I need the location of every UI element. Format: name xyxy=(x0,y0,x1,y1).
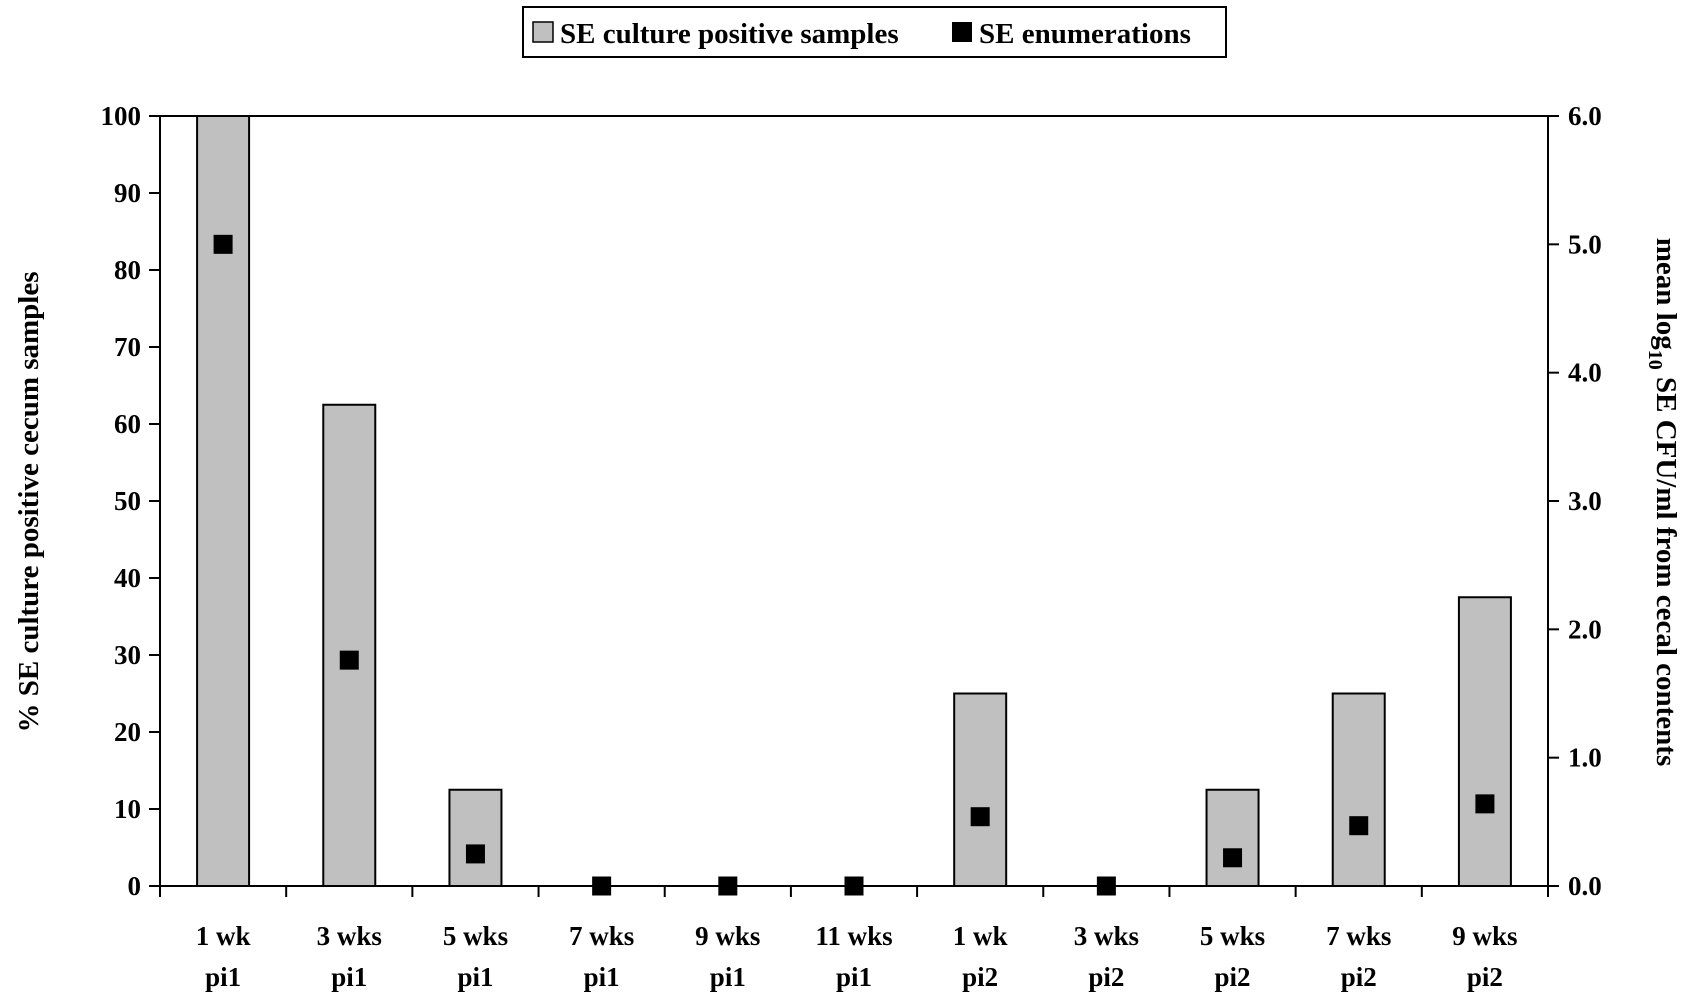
x-tick-label-7: 1 wk pi2 xyxy=(953,921,1008,992)
bar-3 xyxy=(448,788,503,887)
marker-11 xyxy=(1475,794,1495,814)
left-tick-label-10: 10 xyxy=(114,794,141,824)
x-tick-label-line1: 1 wk xyxy=(953,921,1008,951)
marker-1 xyxy=(213,234,233,254)
right-tick-label-3.0: 3.0 xyxy=(1568,486,1602,516)
x-tick-label-line1: 5 wks xyxy=(1200,921,1265,951)
marker-7 xyxy=(970,807,990,827)
x-tick-label-line2: pi1 xyxy=(457,962,493,992)
x-tick-label-line1: 1 wk xyxy=(196,921,251,951)
marker-3 xyxy=(465,844,485,864)
x-tick-label-5: 9 wks pi1 xyxy=(695,921,760,992)
x-tick-label-line2: pi1 xyxy=(836,962,872,992)
x-tick-label-line1: 5 wks xyxy=(443,921,508,951)
right-axis: 0.0 1.0 2.0 3.0 4.0 5.0 6.0 xyxy=(1547,101,1602,901)
markers xyxy=(213,234,1495,896)
x-tick-label-line2: pi1 xyxy=(584,962,620,992)
bar-11 xyxy=(1457,596,1512,887)
right-tick-label-6.0: 6.0 xyxy=(1568,101,1602,131)
left-tick-label-70: 70 xyxy=(114,332,141,362)
x-tick-label-line2: pi1 xyxy=(205,962,241,992)
x-tick-label-11: 9 wks pi2 xyxy=(1452,921,1517,992)
x-tick-label-line2: pi2 xyxy=(1467,962,1503,992)
legend: SE culture positive samples SE enumerati… xyxy=(522,6,1227,58)
legend-label-bars: SE culture positive samples xyxy=(560,18,899,50)
x-tick-label-2: 3 wks pi1 xyxy=(317,921,382,992)
x-tick-label-line1: 3 wks xyxy=(317,921,382,951)
x-tick-label-1: 1 wk pi1 xyxy=(196,921,251,992)
x-tick-label-10: 7 wks pi2 xyxy=(1326,921,1391,992)
x-tick-label-4: 7 wks pi1 xyxy=(569,921,634,992)
x-tick-label-line2: pi2 xyxy=(1341,962,1377,992)
x-tick-label-line1: 7 wks xyxy=(569,921,634,951)
x-tick-label-line2: pi2 xyxy=(962,962,998,992)
right-tick-label-0.0: 0.0 xyxy=(1568,871,1602,901)
marker-9 xyxy=(1223,848,1243,868)
x-tick-label-line1: 7 wks xyxy=(1326,921,1391,951)
bars xyxy=(196,115,1512,887)
marker-10 xyxy=(1349,816,1369,836)
x-tick-label-6: 11 wks pi1 xyxy=(815,921,892,992)
right-tick-label-2.0: 2.0 xyxy=(1568,614,1602,644)
bar-1 xyxy=(196,115,251,887)
bar-10 xyxy=(1331,692,1386,887)
right-tick-label-4.0: 4.0 xyxy=(1568,358,1602,388)
left-tick-label-20: 20 xyxy=(114,717,141,747)
right-axis-title-part-1: mean log xyxy=(1650,238,1682,350)
left-tick-label-90: 90 xyxy=(114,178,141,208)
left-tick-label-80: 80 xyxy=(114,255,141,285)
right-tick-label-1.0: 1.0 xyxy=(1568,743,1602,773)
x-tick-label-line1: 9 wks xyxy=(695,921,760,951)
left-tick-label-40: 40 xyxy=(114,563,141,593)
left-axis-title: % SE culture positive cecum samples xyxy=(13,271,45,732)
left-tick-label-100: 100 xyxy=(101,101,142,131)
left-tick-label-0: 0 xyxy=(128,871,142,901)
x-tick-label-9: 5 wks pi2 xyxy=(1200,921,1265,992)
left-axis: 0 10 20 30 40 50 60 70 80 90 100 xyxy=(101,101,161,901)
bar-7 xyxy=(953,692,1008,887)
left-tick-label-60: 60 xyxy=(114,409,141,439)
x-tick-label-3: 5 wks pi1 xyxy=(443,921,508,992)
x-tick-label-line1: 9 wks xyxy=(1452,921,1517,951)
x-tick-label-line2: pi1 xyxy=(710,962,746,992)
right-axis-title: mean log10 SE CFU/ml from cecal contents xyxy=(1644,238,1682,767)
x-tick-label-line1: 11 wks xyxy=(815,921,892,951)
marker-2 xyxy=(339,650,359,670)
x-tick-label-8: 3 wks pi2 xyxy=(1074,921,1139,992)
left-tick-label-30: 30 xyxy=(114,640,141,670)
legend-box xyxy=(522,6,1227,58)
bar-9 xyxy=(1205,788,1260,887)
x-tick-label-line2: pi2 xyxy=(1215,962,1251,992)
bar-2 xyxy=(322,403,377,887)
legend-label-markers: SE enumerations xyxy=(979,18,1191,50)
x-tick-label-line2: pi2 xyxy=(1088,962,1124,992)
right-axis-title-part-2: SE CFU/ml from cecal contents xyxy=(1650,370,1682,767)
legend-swatch-bars xyxy=(532,21,554,43)
right-tick-label-5.0: 5.0 xyxy=(1568,229,1602,259)
left-tick-label-50: 50 xyxy=(114,486,141,516)
legend-swatch-markers xyxy=(952,22,972,42)
right-axis-title-subscript: 10 xyxy=(1644,350,1666,370)
x-tick-label-line1: 3 wks xyxy=(1074,921,1139,951)
x-tick-label-line2: pi1 xyxy=(331,962,367,992)
